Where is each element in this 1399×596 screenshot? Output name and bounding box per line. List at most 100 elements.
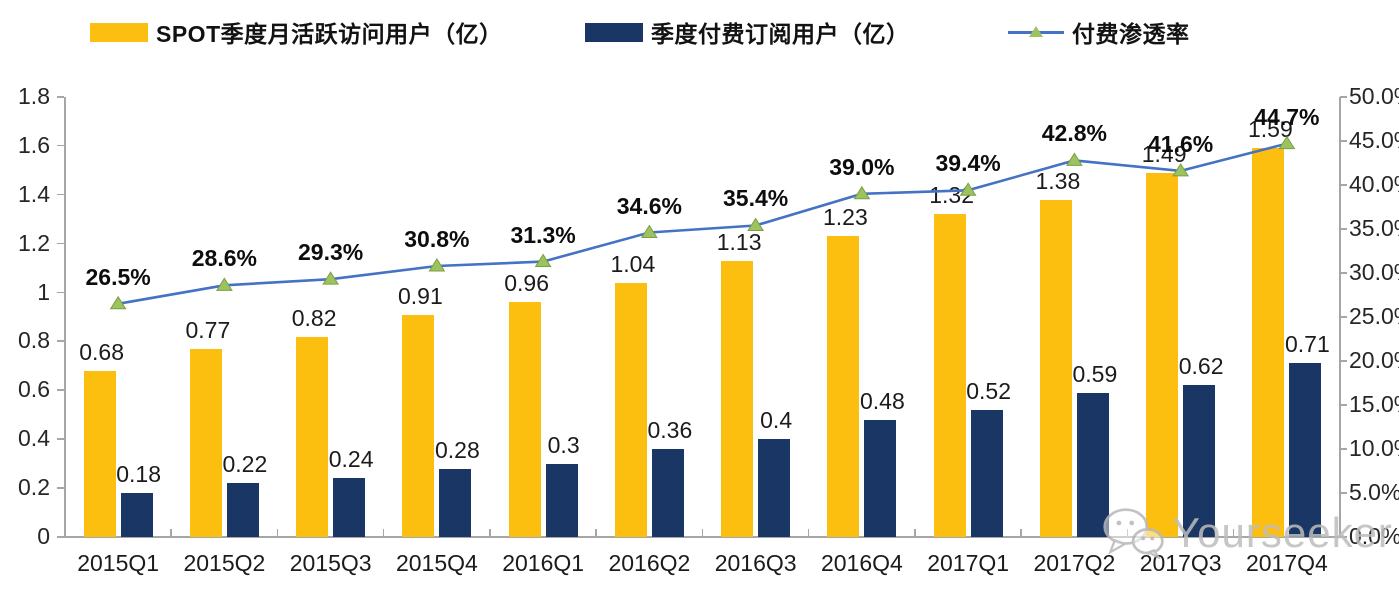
bar-subscribers-2015Q4: [439, 468, 472, 537]
bar-subscribers-2015Q3: [333, 478, 366, 537]
bar-mau-2017Q1: [933, 214, 966, 537]
y-axis-left-tick-label: 1: [37, 278, 50, 305]
y-axis-right-tick-label: 45.0%: [1349, 127, 1399, 153]
bar-mau-2015Q4: [402, 314, 435, 537]
penetration-line-layer: [109, 135, 1296, 310]
mau-value-label: 0.77: [185, 316, 231, 343]
y-left-tick: [57, 438, 64, 440]
y-axis-left-tick-label: 1.6: [18, 131, 50, 158]
penetration-pct-label: 26.5%: [85, 263, 151, 290]
penetration-marker: [747, 217, 765, 231]
bar-subscribers-2017Q3: [1183, 385, 1216, 537]
y-axis-right-tick-label: 15.0%: [1349, 391, 1399, 417]
legend-item-mau: SPOT季度月活跃访问用户（亿）: [90, 19, 503, 47]
bar-mau-2015Q2: [189, 348, 222, 537]
y-right-tick: [1340, 96, 1347, 98]
watermark: Yourseeker: [1102, 507, 1393, 559]
penetration-line: [117, 142, 1288, 306]
penetration-pct-label: 30.8%: [404, 225, 470, 252]
mau-value-label: 1.49: [1141, 140, 1187, 167]
bar-mau-2016Q2: [614, 282, 647, 537]
x-axis-label-2016Q2: 2016Q2: [608, 550, 691, 576]
penetration-pct-label: 41.6%: [1148, 130, 1214, 157]
x-axis-tick: [64, 529, 66, 536]
penetration-pct-label: 34.6%: [616, 192, 682, 219]
y-axis-right-tick-label: 25.0%: [1349, 303, 1399, 329]
x-axis-label-2017Q4: 2017Q4: [1245, 550, 1328, 576]
subscribers-value-label: 0.62: [1178, 353, 1224, 380]
bar-subscribers-2016Q3: [758, 439, 791, 537]
x-axis-tick: [1020, 529, 1022, 536]
mau-value-label: 1.59: [1247, 116, 1293, 143]
subscribers-value-label: 0.18: [116, 461, 162, 487]
bar-subscribers-2017Q1: [970, 409, 1003, 537]
bar-subscribers-2015Q2: [226, 483, 259, 537]
penetration-marker: [1278, 135, 1296, 150]
y-axis-right-tick-label: 5.0%: [1349, 479, 1399, 505]
subscribers-value-label: 0.36: [647, 417, 693, 443]
y-right-tick: [1340, 272, 1347, 274]
subscribers-value-label: 0.4: [760, 407, 793, 434]
subscribers-value-label: 0.22: [222, 451, 268, 478]
bar-mau-2016Q3: [721, 260, 754, 537]
x-axis-label-2016Q1: 2016Q1: [502, 550, 585, 576]
bar-mau-2017Q3: [1146, 172, 1179, 537]
penetration-pct-label: 44.7%: [1254, 103, 1320, 130]
penetration-marker: [109, 295, 127, 310]
mau-value-label: 0.91: [397, 282, 443, 309]
bar-subscribers-2017Q4: [1289, 363, 1322, 537]
x-axis-label-2015Q4: 2015Q4: [395, 550, 478, 576]
bar-mau-2015Q3: [296, 336, 329, 537]
y-left-tick: [57, 291, 64, 294]
penetration-marker: [853, 185, 871, 200]
y-axis-right-tick-label: 10.0%: [1349, 435, 1399, 461]
bar-mau-2016Q4: [827, 236, 860, 537]
bar-mau-2016Q1: [508, 302, 541, 537]
subscribers-value-label: 0.3: [547, 431, 580, 458]
y-left-tick: [57, 487, 64, 489]
x-axis-label-2017Q1: 2017Q1: [927, 550, 1010, 576]
x-axis-tick: [595, 529, 597, 536]
watermark-text: Yourseeker: [1172, 509, 1393, 556]
y-axis-left-tick-label: 1.8: [18, 83, 50, 109]
x-axis-line: [64, 536, 1341, 538]
subscribers-value-label: 0.48: [859, 387, 905, 414]
penetration-pct-label: 39.4%: [935, 150, 1001, 177]
y-axis-left-line: [64, 97, 66, 537]
subscribers-legend-label: 季度付费订阅用户（亿）: [651, 21, 910, 47]
x-axis-tick: [807, 529, 810, 536]
mau-legend-label: SPOT季度月活跃访问用户（亿）: [156, 21, 503, 47]
y-right-tick: [1340, 448, 1347, 450]
y-axis-left-tick-label: 1.4: [18, 180, 50, 207]
penetration-pct-label: 39.0%: [829, 153, 895, 180]
mau-value-label: 1.13: [716, 228, 762, 255]
y-axis-left-tick-label: 0.8: [18, 327, 50, 354]
bar-subscribers-2016Q4: [864, 419, 897, 537]
x-axis-tick: [914, 529, 916, 536]
bar-subscribers-2016Q2: [651, 449, 684, 537]
x-axis-tick: [1232, 529, 1235, 536]
x-axis-tick: [382, 529, 385, 536]
x-axis-tick: [1339, 529, 1341, 536]
penetration-marker: [534, 253, 552, 268]
subscribers-value-label: 0.52: [966, 377, 1012, 404]
bar-subscribers-2015Q1: [120, 493, 153, 537]
wechat-icon: [1103, 508, 1164, 559]
y-left-tick: [57, 242, 64, 245]
bar-subscribers-2016Q1: [545, 463, 578, 537]
penetration-legend-swatch: [1008, 19, 1064, 45]
mau-value-label: 0.68: [79, 338, 125, 365]
bar-subscribers-2017Q2: [1076, 392, 1109, 537]
y-right-tick: [1340, 140, 1347, 142]
x-axis-tick: [701, 529, 704, 536]
y-axis-right-tick-label: 0.0%: [1349, 523, 1399, 549]
legend-item-subscribers: 季度付费订阅用户（亿）: [585, 19, 910, 47]
y-axis-right-tick-label: 40.0%: [1349, 171, 1399, 197]
y-left-tick: [57, 389, 64, 391]
penetration-marker: [428, 258, 446, 272]
subscribers-value-label: 0.71: [1284, 331, 1330, 358]
y-axis-right-line: [1339, 97, 1341, 537]
subscribers-legend-swatch: [585, 22, 643, 42]
mau-value-label: 1.23: [822, 204, 868, 231]
